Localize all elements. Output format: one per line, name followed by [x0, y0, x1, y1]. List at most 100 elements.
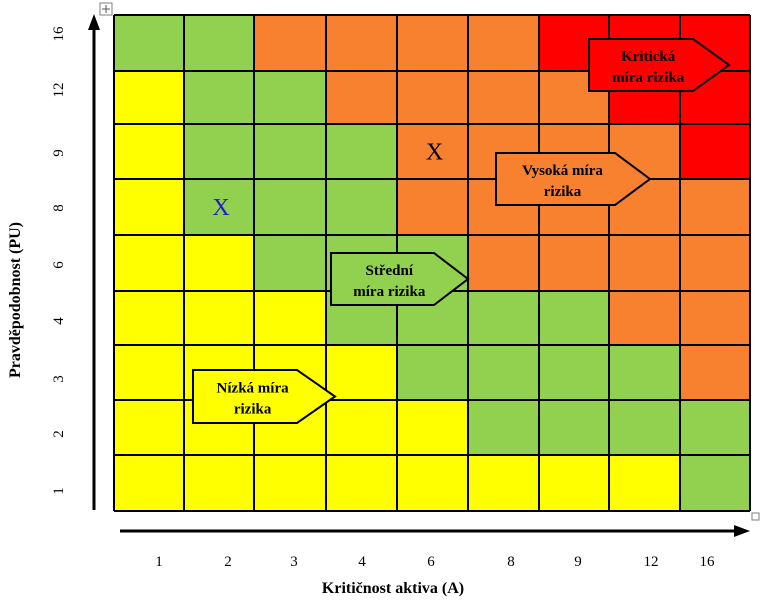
matrix-cell [609, 400, 680, 455]
matrix-cell [539, 235, 609, 291]
matrix-cell [680, 400, 750, 455]
x-tick-label: 2 [224, 554, 232, 570]
x-tick-label: 16 [700, 554, 716, 570]
matrix-cell [468, 400, 539, 455]
matrix-cell [184, 179, 254, 235]
matrix-cell [114, 291, 184, 345]
x-tick-label: 4 [358, 554, 366, 570]
zone-labels: Nízká míra rizika Střední míra rizika Vysoká… [192, 38, 731, 424]
x-tick-label: 1 [155, 554, 163, 570]
y-tick-label: 6 [51, 261, 67, 269]
matrix-cell [468, 235, 539, 291]
matrix-cell [468, 71, 539, 124]
matrix-cell [609, 291, 680, 345]
y-tick-label: 2 [51, 430, 67, 438]
zone-label-text: Kritická [621, 49, 676, 65]
zone-label-text: rizika [234, 402, 272, 418]
x-tick-label: 3 [290, 554, 298, 570]
risk-marker: X [426, 140, 443, 166]
zone-label-high: Vysoká míra rizika [495, 152, 652, 206]
y-axis-title: Pravděpodobnost (PU) [7, 222, 24, 378]
matrix-cell [326, 179, 397, 235]
matrix-cell [326, 124, 397, 179]
matrix-cell [254, 71, 326, 124]
y-tick-label: 1 [51, 487, 67, 495]
matrix-cell [468, 455, 539, 511]
x-tick-label: 6 [427, 554, 435, 570]
matrix-cell [539, 345, 609, 400]
table-move-handle-icon[interactable] [99, 2, 113, 16]
matrix-cell [609, 235, 680, 291]
x-axis-title: Kritičnost aktiva (A) [322, 580, 464, 597]
zone-label-text: rizika [544, 184, 582, 200]
x-axis-arrowhead [734, 525, 750, 537]
zone-callout-arrow [192, 369, 337, 424]
y-tick-label: 8 [51, 204, 67, 212]
zone-callout-arrow [588, 38, 731, 92]
matrix-cell [397, 124, 468, 179]
matrix-cell [680, 291, 750, 345]
y-tick-label: 12 [51, 83, 67, 98]
matrix-cell [326, 71, 397, 124]
matrix-cell [326, 15, 397, 71]
matrix-cell [539, 455, 609, 511]
x-tick-label: 9 [574, 554, 582, 570]
matrix-cell [680, 179, 750, 235]
matrix-cell [397, 400, 468, 455]
matrix-cell [680, 345, 750, 400]
zone-label-medium: Střední míra rizika [330, 252, 470, 306]
zone-label-text: Vysoká míra [522, 163, 603, 179]
matrix-cell [254, 291, 326, 345]
matrix-cell [184, 455, 254, 511]
y-tick-label: 16 [51, 26, 67, 42]
matrix-cell [397, 455, 468, 511]
markers: XX [212, 140, 443, 222]
matrix-cell [397, 179, 468, 235]
y-tick-label: 9 [51, 149, 67, 157]
y-axis-arrowhead [88, 14, 100, 30]
matrix-grid-lines [113, 14, 751, 512]
matrix-cell [680, 455, 750, 511]
matrix-cell [326, 400, 397, 455]
zone-callout-arrow [495, 152, 652, 206]
zone-label-critical: Kritická míra rizika [588, 38, 731, 92]
matrix-cell [254, 15, 326, 71]
matrix-cell [468, 345, 539, 400]
zone-label-text: míra rizika [353, 284, 426, 300]
zone-callout-arrow [330, 252, 470, 306]
zone-label-text: Střední [366, 263, 414, 279]
y-tick-label: 4 [51, 317, 67, 325]
zone-label-text: míra rizika [612, 70, 685, 86]
zone-label-text: Nízká míra [217, 381, 290, 397]
matrix-cell [397, 71, 468, 124]
matrix-cell [539, 400, 609, 455]
matrix-cell [114, 400, 184, 455]
matrix-cell [254, 124, 326, 179]
matrix-cell [680, 235, 750, 291]
matrix-cell [468, 291, 539, 345]
matrix-cell [184, 15, 254, 71]
matrix-cell [114, 179, 184, 235]
matrix-cell [114, 345, 184, 400]
matrix-cell [114, 124, 184, 179]
matrix-cell [326, 345, 397, 400]
x-tick-labels: 1 2 3 4 6 8 9 12 16 [155, 554, 715, 570]
y-tick-label: 3 [51, 375, 67, 383]
matrix-cell [184, 124, 254, 179]
x-tick-label: 12 [644, 554, 659, 570]
risk-marker: X [212, 195, 229, 221]
matrix-cell [254, 455, 326, 511]
table-resize-handle-icon[interactable] [751, 512, 760, 521]
matrix-cell [184, 71, 254, 124]
matrix-cell [539, 291, 609, 345]
x-tick-label: 8 [507, 554, 515, 570]
zone-label-low: Nízká míra rizika [192, 369, 337, 424]
matrix-cell [114, 235, 184, 291]
matrix-cell [397, 15, 468, 71]
matrix-cell [609, 455, 680, 511]
matrix-cell [254, 179, 326, 235]
matrix-cell [114, 15, 184, 71]
matrix-cell [254, 235, 326, 291]
